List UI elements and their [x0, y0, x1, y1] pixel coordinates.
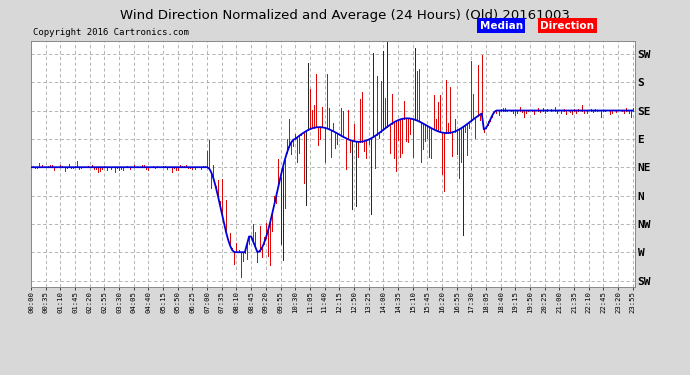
Text: Wind Direction Normalized and Average (24 Hours) (Old) 20161003: Wind Direction Normalized and Average (2…: [120, 9, 570, 22]
Text: Copyright 2016 Cartronics.com: Copyright 2016 Cartronics.com: [33, 28, 189, 37]
Text: Median: Median: [480, 21, 523, 31]
Text: Direction: Direction: [540, 21, 594, 31]
